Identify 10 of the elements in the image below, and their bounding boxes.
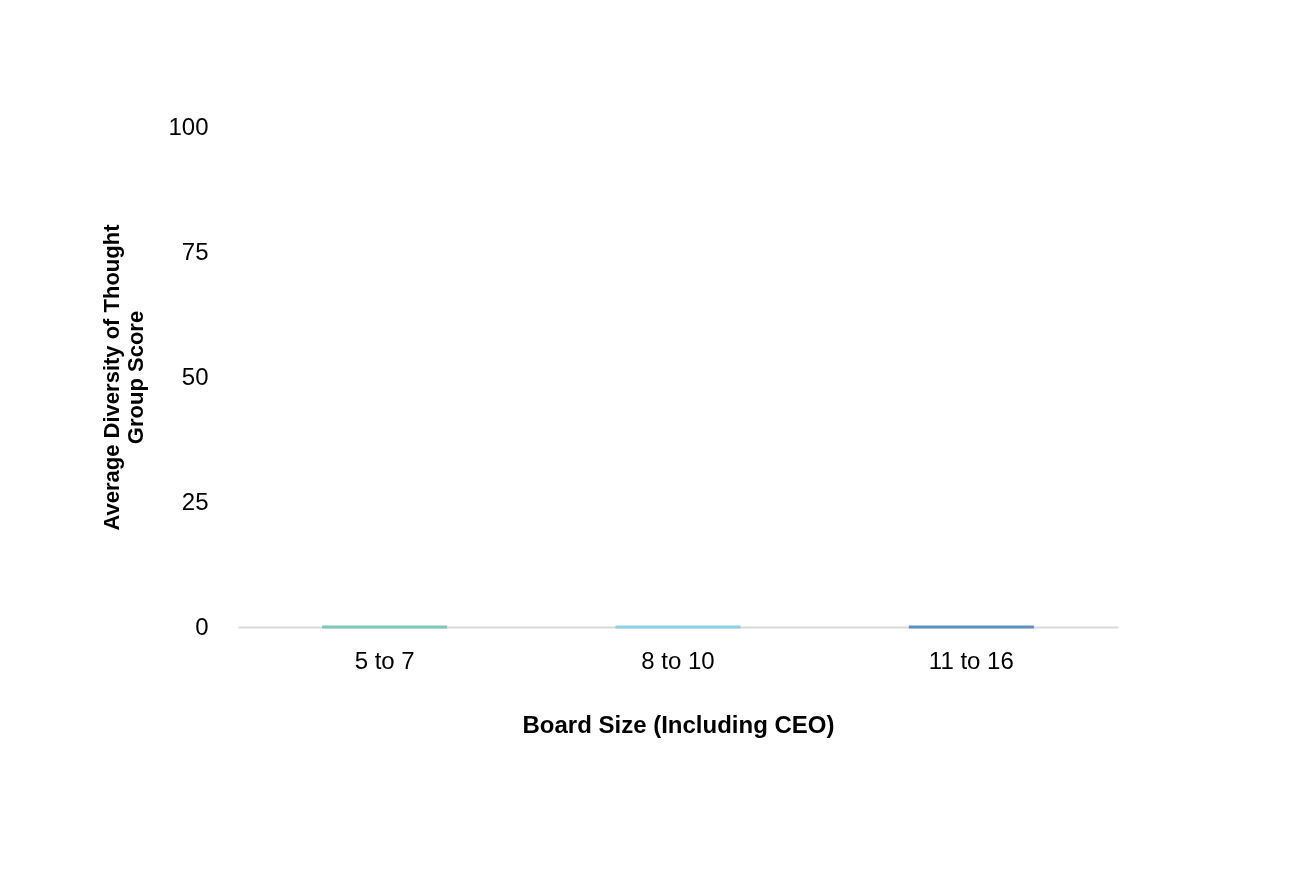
y-axis-title: Average Diversity of Thought Group Score	[99, 223, 149, 531]
y-tick-label: 50	[181, 362, 209, 390]
x-tick-label: 8 to 10	[641, 646, 715, 674]
y-tick-label: 25	[181, 487, 209, 515]
x-tick-label: 5 to 7	[354, 646, 415, 674]
x-axis-title: Board Size (Including CEO)	[522, 710, 835, 738]
y-tick-label: 0	[195, 612, 209, 640]
x-tick-label: 11 to 16	[928, 646, 1014, 674]
y-tick-label: 100	[168, 112, 209, 140]
y-tick-label: 75	[181, 237, 209, 265]
